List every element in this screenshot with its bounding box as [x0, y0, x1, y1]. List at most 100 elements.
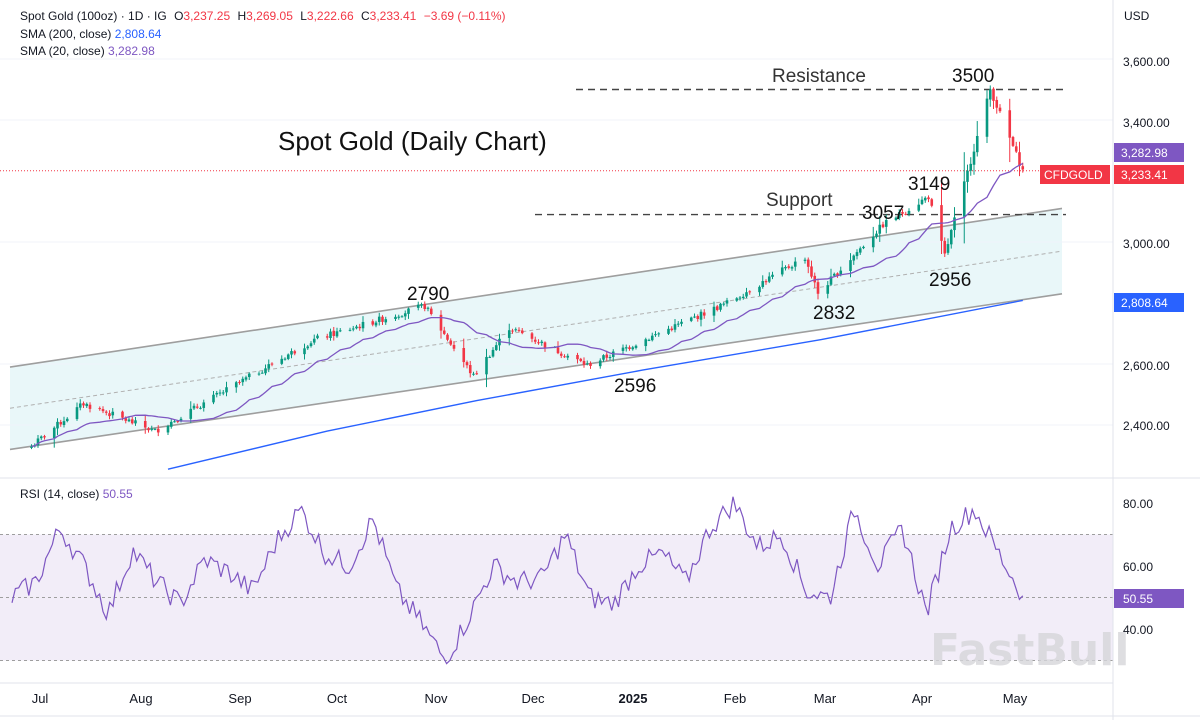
candle [803, 257, 807, 264]
candle [745, 287, 748, 299]
candle [699, 309, 703, 327]
candle [943, 237, 947, 257]
candle [472, 371, 475, 376]
candle [293, 349, 297, 356]
candle [673, 318, 677, 333]
candle [400, 315, 404, 318]
candle [290, 348, 293, 359]
candle-body [719, 303, 722, 310]
symbol-legend[interactable]: Spot Gold (100oz) · 1D · IG O3,237.25 H3… [20, 8, 506, 24]
sma20-legend[interactable]: SMA (20, close) 3,282.98 [20, 43, 155, 59]
candle [475, 370, 479, 375]
candle-body [871, 236, 875, 248]
candle-body [712, 306, 716, 316]
candle-body [988, 89, 992, 100]
candle [234, 380, 238, 393]
candle-body [696, 316, 700, 319]
rsi-legend[interactable]: RSI (14, close) 50.55 [20, 486, 133, 502]
candle-body [101, 409, 105, 412]
candle [784, 265, 787, 271]
candle [975, 121, 979, 157]
candle-body [247, 373, 251, 378]
candle-body [312, 338, 316, 343]
candle-body [62, 421, 66, 426]
sma200-label: SMA (200, close) [20, 27, 112, 41]
candle-body [543, 342, 547, 348]
candle-body [725, 300, 729, 304]
candle [780, 260, 784, 277]
annotation-2596: 2596 [614, 376, 656, 397]
candle [576, 352, 579, 364]
candle [793, 257, 797, 271]
candle [241, 376, 245, 386]
candle [579, 357, 583, 363]
candle-body [647, 339, 651, 341]
candle-body [758, 286, 761, 293]
grid [0, 58, 1113, 426]
candle-body [689, 317, 693, 321]
candle [605, 350, 609, 361]
candle [150, 425, 154, 432]
candle [416, 301, 420, 311]
candle-body [816, 282, 820, 294]
candle-body [738, 297, 742, 299]
candle-body [283, 358, 287, 360]
candle-body [901, 212, 904, 214]
candle [153, 427, 157, 431]
candle-body [670, 328, 674, 331]
candle [215, 390, 219, 398]
candle-body [559, 353, 563, 356]
candle [719, 302, 722, 312]
candle-body [234, 382, 238, 388]
x-tick-label: Dec [521, 691, 545, 706]
channel-mid-line [9, 250, 1063, 409]
candle [634, 344, 638, 350]
candle-body [316, 335, 319, 339]
candle [394, 314, 397, 322]
sma20-line [31, 162, 1024, 448]
candle [966, 164, 969, 193]
candle [348, 327, 352, 332]
candle [439, 310, 443, 339]
candle [738, 296, 742, 301]
candle [712, 301, 716, 322]
candle [212, 390, 215, 405]
cfd-name-tag-text: CFDGOLD [1044, 168, 1103, 182]
candle [884, 214, 888, 234]
candle [696, 314, 700, 322]
candle [985, 90, 989, 143]
candle [972, 143, 976, 175]
candle-body [621, 347, 625, 351]
candle-body [124, 418, 128, 421]
candle-body [355, 326, 358, 329]
candle-body [975, 135, 979, 153]
candle [563, 354, 566, 358]
candle [628, 345, 631, 351]
candle [169, 419, 173, 429]
rsi-y-tick-label: 40.00 [1123, 623, 1153, 637]
candle-body [904, 213, 908, 215]
candle-body [803, 259, 807, 261]
candle-body [189, 408, 193, 419]
candle [735, 297, 739, 302]
candle [602, 354, 605, 362]
candle [988, 85, 992, 107]
candle [270, 362, 274, 367]
candle [689, 316, 693, 323]
candle [767, 272, 771, 284]
candle [244, 375, 248, 382]
candle [507, 323, 511, 346]
candle-body [676, 323, 680, 325]
candle-body [423, 304, 427, 309]
candle-body [166, 426, 170, 433]
annotation-2832: 2832 [813, 303, 855, 324]
candle-body [121, 411, 124, 418]
sma200-legend[interactable]: SMA (200, close) 2,808.64 [20, 26, 161, 42]
candle [969, 157, 973, 176]
candle-body [488, 356, 492, 358]
candle [202, 399, 206, 412]
candle-body [134, 420, 137, 424]
candle-body [429, 308, 433, 315]
candle [462, 338, 466, 368]
